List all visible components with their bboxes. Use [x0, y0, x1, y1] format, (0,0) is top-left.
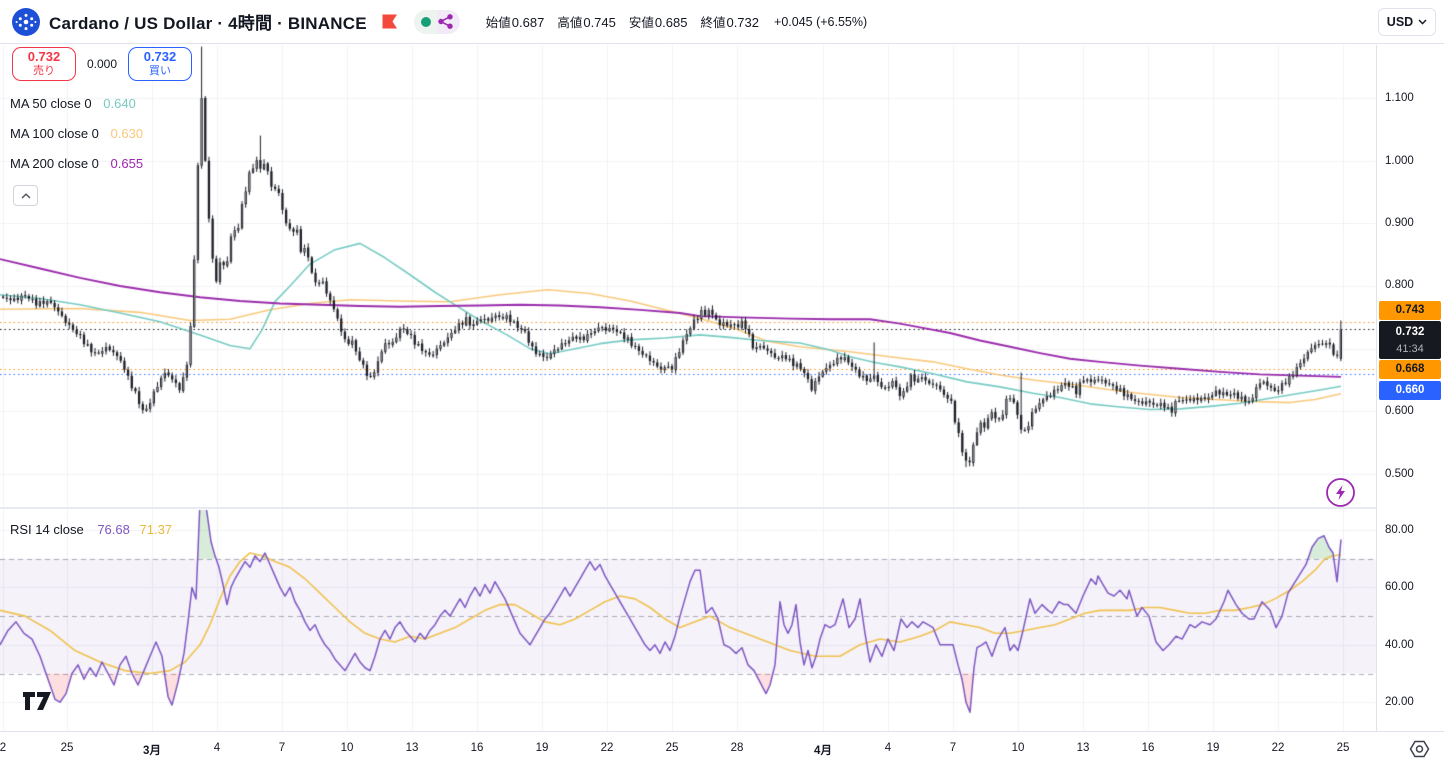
low-value: 0.685 [654, 15, 688, 30]
instant-trading-lightning-button[interactable] [1325, 477, 1356, 508]
buy-button[interactable]: 0.732 買い [128, 47, 192, 81]
sell-price: 0.732 [27, 49, 61, 65]
time-tick-16: 16 [1141, 742, 1155, 754]
ma100-legend[interactable]: MA 100 close 0 0.630 [10, 126, 143, 141]
ma200-legend[interactable]: MA 200 close 0 0.655 [10, 156, 143, 171]
symbol-title[interactable]: Cardano / US Dollar · 4時間 · BINANCE [49, 14, 367, 33]
chart-header: Cardano / US Dollar · 4時間 · BINANCE 始値 0.… [0, 0, 1444, 44]
trade-panel: 0.732 売り 0.000 0.732 買い [12, 47, 192, 81]
last-price-chip[interactable]: 0.732 41:34 [1379, 321, 1441, 359]
time-tick-7: 7 [278, 742, 286, 754]
price-tick-1.000: 1.000 [1385, 155, 1414, 167]
axis-settings-gear-icon[interactable] [1409, 739, 1430, 764]
tradingview-logo[interactable] [22, 688, 54, 719]
rsi-value: 76.68 [97, 522, 130, 537]
currency-label: USD [1386, 15, 1414, 29]
rsi-legend[interactable]: RSI 14 close 76.68 71.37 [10, 522, 172, 537]
cardano-logo-icon[interactable] [12, 7, 40, 36]
pane-separator[interactable] [0, 507, 1376, 509]
ohlc-values: 始値 0.687 高値 0.745 安値 0.685 終値 0.732 +0.045 (… [486, 12, 867, 31]
high-label: 高値 [557, 16, 583, 30]
rsi-label: RSI 14 close [10, 522, 84, 537]
price-tick-40.00: 40.00 [1385, 639, 1414, 651]
time-tick-16: 16 [470, 742, 484, 754]
price-tick-0.600: 0.600 [1385, 405, 1414, 417]
market-status-pill[interactable] [413, 9, 460, 34]
collapse-trade-panel-button[interactable] [13, 185, 38, 206]
share-icon[interactable] [438, 14, 453, 29]
ma100-value: 0.630 [110, 126, 144, 141]
ma100-label: MA 100 close 0 [10, 126, 99, 141]
time-tick-10: 10 [340, 742, 354, 754]
buy-label: 買い [149, 65, 171, 78]
price-tick-80.00: 80.00 [1385, 524, 1414, 536]
sell-button[interactable]: 0.732 売り [12, 47, 76, 81]
price-tick-0.500: 0.500 [1385, 468, 1414, 480]
time-tick-3月: 3月 [143, 745, 161, 757]
time-tick-4: 4 [213, 742, 221, 754]
ma200-label: MA 200 close 0 [10, 156, 99, 171]
close-value: 0.732 [726, 15, 760, 30]
time-tick-19: 19 [535, 742, 549, 754]
time-tick-13: 13 [1076, 742, 1090, 754]
time-tick-13: 13 [405, 742, 419, 754]
open-label: 始値 [485, 16, 511, 30]
ma50-legend[interactable]: MA 50 close 0 0.640 [10, 96, 136, 111]
ma200-value: 0.655 [110, 156, 144, 171]
time-tick-4月: 4月 [814, 745, 832, 757]
open-value: 0.687 [511, 15, 545, 30]
price-scale[interactable]: 1.100 1.000 0.900 0.800 0.600 0.500 80.00 60.00… [1376, 45, 1444, 731]
close-label: 終値 [700, 16, 726, 30]
time-tick-28: 28 [730, 742, 744, 754]
chevron-up-icon [21, 192, 30, 199]
price-tick-0.800: 0.800 [1385, 279, 1414, 291]
time-tick-10: 10 [1011, 742, 1025, 754]
time-tick-4: 4 [884, 742, 892, 754]
buy-price: 0.732 [143, 49, 177, 65]
time-tick-2: 2 [0, 742, 7, 754]
flag-icon[interactable] [381, 14, 398, 29]
alert-price-upper-chip[interactable]: 0.743 [1379, 301, 1441, 320]
price-tick-60.00: 60.00 [1385, 581, 1414, 593]
order-price-chip[interactable]: 0.660 [1379, 381, 1441, 400]
alert-price-lower-chip[interactable]: 0.668 [1379, 360, 1441, 379]
time-tick-19: 19 [1206, 742, 1220, 754]
price-tick-20.00: 20.00 [1385, 696, 1414, 708]
time-tick-22: 22 [1271, 742, 1285, 754]
currency-dropdown[interactable]: USD [1378, 8, 1436, 36]
time-tick-7: 7 [949, 742, 957, 754]
rsi-ma-value: 71.37 [139, 522, 173, 537]
market-open-dot-icon [420, 16, 431, 27]
spread-value: 0.000 [86, 57, 118, 71]
sell-label: 売り [33, 65, 55, 78]
ma50-label: MA 50 close 0 [10, 96, 92, 111]
price-tick-1.100: 1.100 [1385, 92, 1414, 104]
time-tick-25: 25 [60, 742, 74, 754]
ma50-value: 0.640 [103, 96, 136, 111]
chevron-down-icon [1418, 19, 1427, 25]
time-axis[interactable]: 2 25 3月 4 7 10 13 16 19 22 25 28 4月 4 7 10 13 16 19 22 25 [0, 731, 1444, 767]
time-tick-22: 22 [600, 742, 614, 754]
low-label: 安値 [628, 16, 654, 30]
time-tick-25: 25 [665, 742, 679, 754]
price-tick-0.900: 0.900 [1385, 217, 1414, 229]
time-tick-25: 25 [1336, 742, 1350, 754]
high-value: 0.745 [583, 15, 616, 30]
price-change: +0.045 (+6.55%) [774, 14, 868, 29]
